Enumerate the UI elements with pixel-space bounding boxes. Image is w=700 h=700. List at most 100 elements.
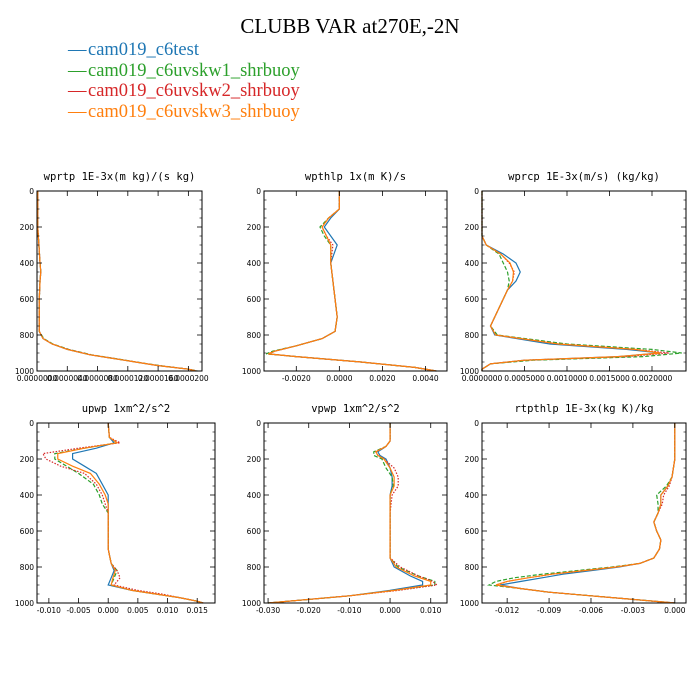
y-tick-label: 400 <box>247 259 262 268</box>
legend-item-4: —cam019_c6uvskw3_shrbuoy <box>68 102 300 123</box>
x-tick-label: -0.010 <box>37 606 61 615</box>
legend-label-2: cam019_c6uvskw1_shrbuoy <box>88 60 300 81</box>
y-tick-label: 600 <box>465 295 480 304</box>
panel-1: wprtp 1E-3x(m kg)/(s kg) 0 200 400 600 800 100… <box>15 171 209 383</box>
x-tick-label: 0.0000000 <box>17 374 58 383</box>
y-tick-label: 800 <box>247 331 262 340</box>
series-line-4 <box>268 191 437 372</box>
y-tick-label: 600 <box>20 527 35 536</box>
series-line-3 <box>481 191 670 371</box>
series-line-4 <box>268 423 432 604</box>
legend: —cam019_c6test —cam019_c6uvskw1_shrbuoy … <box>68 40 300 122</box>
x-tick-label: -0.003 <box>621 606 645 615</box>
legend-item-3: —cam019_c6uvskw2_shrbuoy <box>68 81 300 102</box>
panel-title: wprcp 1E-3x(m/s) (kg/kg) <box>508 171 660 183</box>
series-line-3 <box>268 191 437 372</box>
y-tick-label: 400 <box>465 259 480 268</box>
series-line-1 <box>268 191 437 372</box>
y-tick-label: 0 <box>474 187 479 196</box>
y-tick-label: 800 <box>20 331 35 340</box>
y-tick-label: 400 <box>20 259 35 268</box>
x-tick-label: -0.010 <box>337 606 361 615</box>
x-tick-label: -0.006 <box>579 606 603 615</box>
series-line-3 <box>41 422 204 604</box>
legend-label-1: cam019_c6test <box>88 40 199 60</box>
y-tick-label: 200 <box>20 455 35 464</box>
y-tick-label: 800 <box>465 331 480 340</box>
panel-title: wpthlp 1x(m K)/s <box>305 171 406 183</box>
series-line-4 <box>57 422 204 604</box>
legend-item-2: —cam019_c6uvskw1_shrbuoy <box>68 61 300 82</box>
series-line-3 <box>495 423 676 604</box>
panel-title: vpwp 1xm^2/s^2 <box>311 403 400 415</box>
x-tick-label: 0.005 <box>127 606 149 615</box>
x-tick-label: -0.009 <box>537 606 561 615</box>
y-tick-label: 400 <box>247 491 262 500</box>
y-tick-label: 800 <box>465 563 480 572</box>
x-tick-label: 0.0040 <box>412 374 438 383</box>
panel-5: vpwp 1xm^2/s^2 0 200 400 600 800 1000-0.030 -0.… <box>242 403 448 615</box>
y-tick-label: 0 <box>474 419 479 428</box>
x-tick-label: 0.0010000 <box>547 374 588 383</box>
legend-label-3: cam019_c6uvskw2_shrbuoy <box>88 81 300 101</box>
legend-label-4: cam019_c6uvskw3_shrbuoy <box>88 101 300 122</box>
y-tick-label: 400 <box>20 491 35 500</box>
series-line-2 <box>486 423 676 604</box>
y-tick-label: 200 <box>465 455 480 464</box>
series-line-1 <box>500 423 676 604</box>
x-tick-label: 0.0000 <box>326 374 352 383</box>
x-tick-label: 0.0005000 <box>504 374 545 383</box>
series-line-3 <box>37 191 197 372</box>
series-line-4 <box>495 423 676 604</box>
y-tick-label: 600 <box>20 295 35 304</box>
x-tick-label: 0.0020000 <box>632 374 673 383</box>
y-tick-label: 800 <box>20 563 35 572</box>
y-tick-label: 200 <box>20 223 35 232</box>
panel-title: upwp 1xm^2/s^2 <box>82 403 171 415</box>
y-tick-label: 600 <box>247 527 262 536</box>
x-tick-label: 0.0000080 <box>77 374 118 383</box>
y-tick-label: 1000 <box>242 367 261 376</box>
y-tick-label: 800 <box>247 563 262 572</box>
series-line-1 <box>268 423 424 604</box>
x-tick-label: 0.0000160 <box>138 374 179 383</box>
y-tick-label: 600 <box>465 527 480 536</box>
y-tick-label: 0 <box>29 187 34 196</box>
x-tick-label: 0.0000000 <box>462 374 503 383</box>
panel-3: wprcp 1E-3x(m/s) (kg/kg) 0 200 400 600 800 100… <box>460 171 687 383</box>
y-tick-label: 600 <box>247 295 262 304</box>
series-line-1 <box>37 191 197 372</box>
panel-2: wpthlp 1x(m K)/s 0 200 400 600 800 1000 -0.0020… <box>242 171 448 383</box>
y-tick-label: 1000 <box>460 367 479 376</box>
y-tick-label: 400 <box>465 491 480 500</box>
series-line-2 <box>265 191 437 372</box>
y-tick-label: 0 <box>256 187 261 196</box>
panel-6: rtpthlp 1E-3x(kg K)/kg 0 200 400 600 800 1000 -… <box>460 403 687 615</box>
x-tick-label: 0.000 <box>97 606 119 615</box>
series-line-1 <box>71 422 204 604</box>
x-tick-label: -0.012 <box>495 606 519 615</box>
y-tick-label: 200 <box>247 455 262 464</box>
x-tick-label: 0.010 <box>420 606 442 615</box>
y-tick-label: 0 <box>256 419 261 428</box>
y-tick-label: 1000 <box>242 599 261 608</box>
legend-dash-3: — <box>68 81 87 101</box>
x-tick-label: 0.0000120 <box>108 374 149 383</box>
x-tick-label: -0.0020 <box>282 374 311 383</box>
panel-4: upwp 1xm^2/s^2 0 200 400 600 800 1000-0.010 -0.… <box>15 403 216 615</box>
legend-dash-2: — <box>68 60 87 81</box>
x-tick-label: 0.000 <box>379 606 401 615</box>
series-line-4 <box>481 191 661 371</box>
x-tick-label: -0.030 <box>256 606 280 615</box>
plot-frame <box>36 422 216 604</box>
y-tick-label: 1000 <box>460 599 479 608</box>
legend-item-1: —cam019_c6test <box>68 40 300 61</box>
plot-frame <box>481 422 687 604</box>
x-tick-label: 0.015 <box>186 606 208 615</box>
y-tick-label: 0 <box>29 419 34 428</box>
x-tick-label: 0.000 <box>664 606 686 615</box>
x-tick-label: 0.010 <box>157 606 179 615</box>
x-tick-label: 0.0015000 <box>589 374 630 383</box>
panel-title: wprtp 1E-3x(m kg)/(s kg) <box>44 171 196 183</box>
